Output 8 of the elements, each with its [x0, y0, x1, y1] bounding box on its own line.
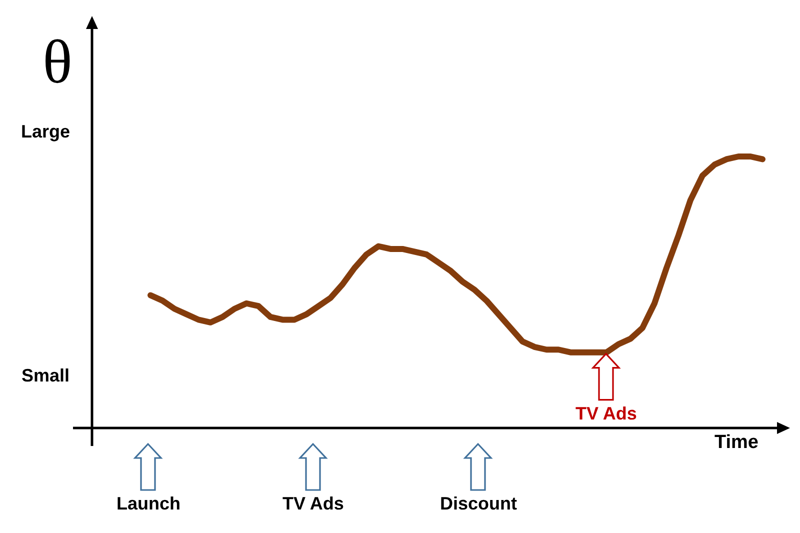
y-axis-title: θ — [42, 28, 72, 96]
text: Small — [21, 366, 70, 386]
x-axis-title: Time — [714, 432, 759, 453]
text: Discount — [440, 494, 518, 514]
text: Large — [20, 122, 70, 142]
annotation: TV Ads — [575, 403, 637, 424]
text: TV Ads — [282, 494, 344, 514]
text: Launch — [116, 494, 181, 514]
